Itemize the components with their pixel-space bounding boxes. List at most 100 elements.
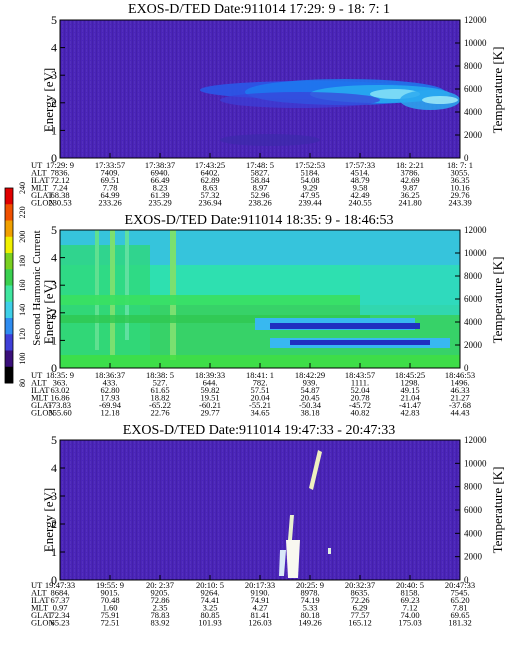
- row-label: ALT: [31, 378, 48, 388]
- table-cell: 72.86: [150, 595, 169, 605]
- colorbar-tick-label: 240: [18, 182, 27, 194]
- table-cell: 63.02: [50, 385, 69, 395]
- table-cell: 243.39: [448, 198, 471, 208]
- panel-1: EXOS-D/TED Date:911014 17:29: 9 - 18: 7:…: [31, 2, 505, 208]
- table-cell: 20:10: 5: [196, 580, 224, 590]
- table-cell: 18:36:37: [95, 370, 125, 380]
- table-cell: 0.97: [53, 603, 68, 613]
- table-cell: 241.80: [398, 198, 421, 208]
- table-cell: 17:57:33: [345, 160, 375, 170]
- table-cell: 52.96: [250, 190, 269, 200]
- table-cell: 36.35: [450, 175, 469, 185]
- table-cell: 7.81: [453, 603, 468, 613]
- colorbar-swatch: [5, 350, 13, 368]
- table-cell: 165.12: [348, 618, 371, 628]
- y2-tick-label: 2000: [464, 552, 483, 562]
- table-cell: 233.26: [98, 198, 121, 208]
- table-cell: 18:42:29: [295, 370, 325, 380]
- table-cell: 70.48: [100, 595, 119, 605]
- table-cell: 38.18: [300, 408, 319, 418]
- table-cell: 18:45:25: [395, 370, 425, 380]
- y-tick-label: 1: [51, 333, 57, 347]
- panel-1-heatmap: [60, 20, 460, 158]
- table-cell: 72.34: [50, 610, 70, 620]
- y-tick-label: 4: [51, 461, 57, 475]
- table-cell: 58.84: [250, 175, 270, 185]
- panel-3-title: EXOS-D/TED Date:911014 19:47:33 - 20:47:…: [123, 423, 395, 438]
- row-label: GLAT: [31, 610, 54, 620]
- panel-2: EXOS-D/TED Date:911014 18:35: 9 - 18:46:…: [31, 213, 505, 418]
- table-cell: 20:40: 5: [396, 580, 424, 590]
- row-label: ILAT: [31, 595, 50, 605]
- table-cell: 8158.: [400, 588, 419, 598]
- row-label: UT: [31, 370, 43, 380]
- y2-tick-label: 6000: [464, 84, 483, 94]
- table-cell: 44.43: [450, 408, 469, 418]
- table-cell: 17:29: 9: [46, 160, 74, 170]
- table-cell: 17:48: 5: [246, 160, 274, 170]
- y2-tick-label: 6000: [464, 294, 483, 304]
- panel-1-title: EXOS-D/TED Date:911014 17:29: 9 - 18: 7:…: [128, 2, 390, 17]
- table-cell: 17:33:57: [95, 160, 125, 170]
- table-cell: 7409.: [100, 168, 119, 178]
- table-cell: 181.32: [448, 618, 471, 628]
- y2-tick-label: 0: [464, 363, 469, 373]
- y-tick-label: 5: [51, 13, 57, 27]
- y-tick-label: 4: [51, 251, 57, 265]
- table-cell: 47.95: [300, 190, 319, 200]
- table-cell: 17:43:25: [195, 160, 225, 170]
- table-cell: 175.03: [398, 618, 421, 628]
- table-cell: 19.51: [200, 393, 219, 403]
- panel-1-y2label: Temperature [K]: [490, 47, 505, 134]
- table-cell: 20: 2:37: [146, 580, 174, 590]
- table-cell: 42.83: [400, 408, 419, 418]
- table-cell: 363.: [53, 378, 68, 388]
- table-cell: -73.83: [49, 400, 71, 410]
- colorbar-tick-label: 180: [18, 255, 27, 267]
- panel-3: EXOS-D/TED Date:911014 19:47:33 - 20:47:…: [31, 423, 505, 628]
- row-label: ALT: [31, 168, 48, 178]
- table-cell: 16.86: [50, 393, 69, 403]
- table-cell: 1111.: [351, 378, 369, 388]
- y2-tick-label: 6000: [464, 505, 483, 515]
- table-cell: 1.60: [103, 603, 118, 613]
- y-tick-label: 4: [51, 41, 57, 55]
- table-cell: 230.53: [48, 198, 71, 208]
- table-cell: 74.91: [250, 595, 269, 605]
- table-cell: 355.60: [48, 408, 71, 418]
- table-cell: 7.24: [53, 183, 69, 193]
- table-cell: 42.49: [350, 190, 369, 200]
- table-cell: 9190.: [250, 588, 269, 598]
- y2-tick-label: 12000: [464, 15, 487, 25]
- table-cell: 5184.: [300, 168, 319, 178]
- table-cell: 782.: [253, 378, 268, 388]
- y-tick-label: 5: [51, 223, 57, 237]
- table-cell: 83.92: [150, 618, 169, 628]
- y-tick-label: 0: [51, 573, 57, 587]
- table-cell: 5827.: [250, 168, 269, 178]
- panel-2-title: EXOS-D/TED Date:911014 18:35: 9 - 18:46:…: [125, 213, 394, 228]
- table-cell: 6402.: [200, 168, 219, 178]
- table-cell: 66.49: [150, 175, 169, 185]
- table-cell: 62.89: [200, 175, 219, 185]
- table-cell: 18:38: 5: [146, 370, 174, 380]
- y2-tick-label: 8000: [464, 482, 483, 492]
- colorbar-tick-label: 160: [18, 280, 27, 292]
- table-cell: 54.87: [300, 385, 319, 395]
- table-cell: 65.20: [450, 595, 469, 605]
- table-cell: -60.21: [199, 400, 221, 410]
- y-tick-label: 3: [51, 68, 57, 82]
- table-cell: -50.34: [299, 400, 322, 410]
- table-cell: 72.26: [350, 595, 369, 605]
- row-label: MLT: [31, 603, 49, 613]
- table-cell: 61.65: [150, 385, 169, 395]
- row-label: ILAT: [31, 385, 50, 395]
- row-label: GLAT: [31, 400, 54, 410]
- table-cell: 65.23: [50, 618, 69, 628]
- table-cell: 69.65: [450, 610, 469, 620]
- table-cell: 10.16: [450, 183, 469, 193]
- table-cell: 34.65: [250, 408, 269, 418]
- table-cell: 3055.: [450, 168, 469, 178]
- table-cell: 29.76: [450, 190, 469, 200]
